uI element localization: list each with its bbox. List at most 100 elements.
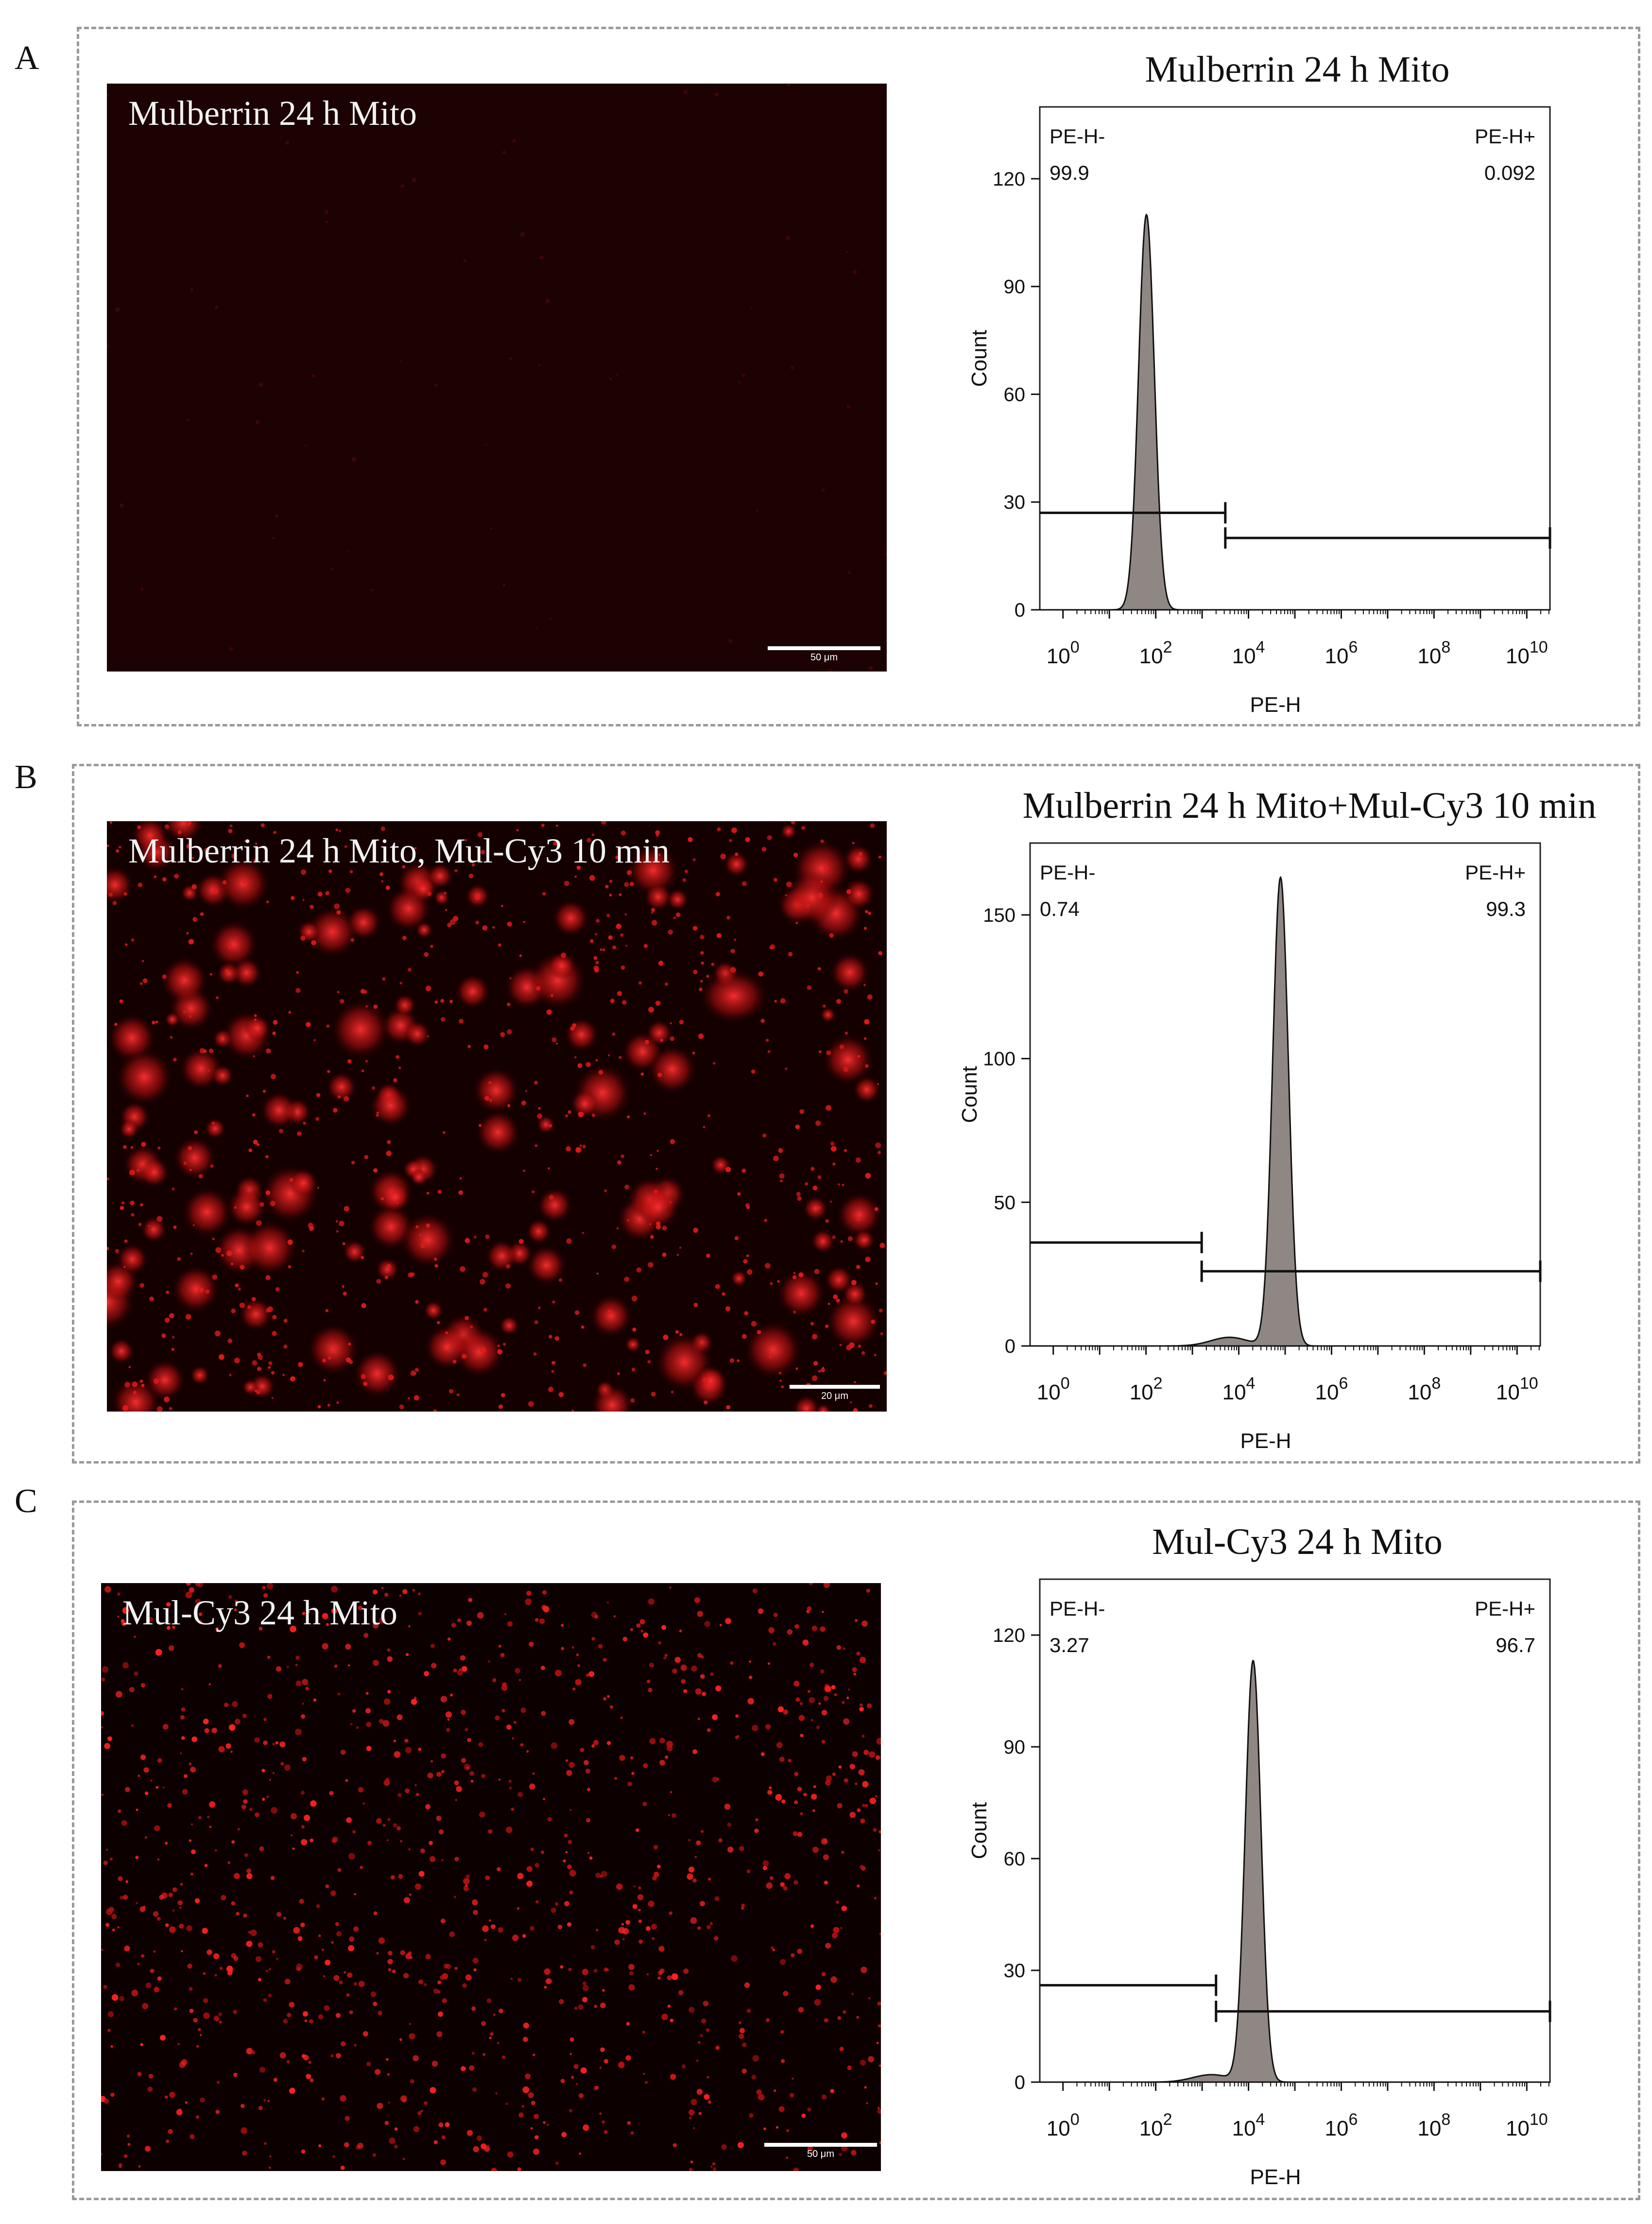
fluorescent-dot — [233, 2010, 238, 2014]
fluorescent-dot — [832, 1162, 836, 1166]
fluorescent-dot — [588, 1671, 595, 1677]
speck — [330, 568, 333, 571]
fluorescent-dot — [107, 1177, 109, 1181]
speck — [828, 669, 832, 672]
fluorescent-dot — [651, 1392, 656, 1396]
fluorescent-dot — [534, 1081, 538, 1085]
fluorescent-dot — [259, 1202, 264, 1207]
fluorescent-dot — [166, 2139, 170, 2143]
fluorescent-dot — [658, 961, 664, 966]
fluorescent-dot — [141, 1141, 146, 1147]
fluorescent-dot — [107, 1736, 112, 1741]
fluorescent-dot — [746, 1254, 749, 1258]
fluorescent-dot — [751, 1069, 756, 1074]
fluorescent-cluster — [565, 1017, 599, 1052]
fluorescent-dot — [540, 1850, 545, 1854]
fluorescent-dot — [279, 1741, 286, 1748]
fluorescent-cluster — [190, 1365, 209, 1385]
fluorescent-dot — [848, 1688, 850, 1691]
fluorescent-dot — [118, 1876, 123, 1881]
fluorescent-dot — [626, 2022, 630, 2026]
fluorescent-dot — [827, 1302, 830, 1305]
fluorescent-dot — [739, 2028, 745, 2034]
fluorescent-dot — [860, 1966, 867, 1973]
fluorescent-dot — [366, 1746, 372, 1751]
fluorescent-dot — [688, 2117, 692, 2120]
fluorescent-dot — [798, 1715, 805, 1721]
fluorescent-dot — [229, 824, 233, 828]
fluorescent-dot — [236, 1912, 240, 1916]
fluorescent-dot — [620, 965, 625, 970]
fluorescent-dot — [752, 1588, 757, 1594]
fluorescent-dot — [591, 833, 595, 836]
fluorescent-dot — [283, 1345, 288, 1349]
fluorescent-dot — [809, 1697, 815, 1704]
fluorescent-dot — [870, 823, 875, 828]
fluorescent-dot — [603, 2059, 608, 2064]
fluorescent-dot — [405, 1788, 410, 1793]
fluorescent-dot — [436, 1815, 442, 1821]
fluorescent-dot — [430, 1643, 435, 1648]
fluorescent-dot — [864, 1019, 870, 1025]
fluorescent-dot — [672, 1668, 677, 1674]
fluorescent-dot — [471, 863, 475, 867]
fluorescent-dot — [325, 891, 330, 896]
fluorescent-dot — [693, 1302, 698, 1308]
fluorescent-dot — [593, 1740, 599, 1745]
fluorescent-dot — [466, 1621, 472, 1626]
fluorescent-dot — [739, 1846, 744, 1851]
fluorescent-dot — [717, 827, 721, 831]
fluorescent-dot — [473, 2146, 479, 2153]
fluorescent-dot — [761, 846, 767, 852]
fluorescent-dot — [340, 2041, 346, 2047]
gate-negative-label: PE-H- — [1040, 861, 1095, 884]
fluorescent-dot — [385, 885, 390, 890]
fluorescent-dot — [878, 1309, 883, 1312]
fluorescent-dot — [480, 849, 485, 855]
fluorescent-dot — [212, 1237, 215, 1241]
fluorescent-dot — [302, 1612, 306, 1615]
fluorescent-dot — [865, 1804, 868, 1808]
fluorescent-dot — [289, 2001, 295, 2008]
fluorescent-dot — [694, 1856, 697, 1859]
fluorescent-dot — [198, 1287, 204, 1293]
fluorescent-dot — [271, 1396, 274, 1399]
fluorescent-dot — [344, 2116, 350, 2121]
fluorescent-dot — [568, 1967, 572, 1971]
fluorescent-dot — [523, 1169, 526, 1172]
fluorescent-cluster — [331, 1000, 390, 1059]
fluorescent-dot — [602, 948, 605, 951]
fluorescent-dot — [107, 1247, 109, 1251]
fluorescent-dot — [258, 1978, 261, 1982]
fluorescent-dot — [216, 2081, 220, 2084]
fluorescent-dot — [272, 1315, 277, 1320]
fluorescent-dot — [396, 1714, 403, 1721]
fluorescent-dot — [584, 1760, 589, 1765]
fluorescent-cluster — [141, 1216, 167, 1242]
fluorescent-dot — [707, 1728, 711, 1732]
fluorescent-dot — [387, 2073, 390, 2076]
fluorescent-dot — [212, 1274, 218, 1280]
fluorescent-dot — [688, 2109, 695, 2116]
fluorescent-dot — [638, 1939, 643, 1944]
fluorescent-dot — [275, 1666, 282, 1672]
fluorescent-dot — [560, 1965, 564, 1969]
fluorescent-dot — [248, 1148, 253, 1153]
fluorescent-dot — [643, 1763, 648, 1768]
fluorescent-dot — [767, 1050, 771, 1053]
fluorescent-dot — [821, 1972, 826, 1977]
fluorescent-dot — [117, 1615, 120, 1618]
fluorescent-dot — [155, 1020, 158, 1023]
fluorescent-dot — [617, 991, 622, 996]
fluorescent-dot — [446, 1728, 450, 1732]
fluorescent-dot — [339, 1221, 344, 1226]
fluorescent-dot — [739, 2034, 744, 2039]
fluorescent-dot — [780, 1179, 783, 1183]
fluorescent-cluster — [537, 1188, 572, 1223]
fluorescent-dot — [791, 821, 795, 825]
fluorescent-dot — [315, 1117, 320, 1121]
fluorescent-dot — [376, 1278, 381, 1284]
fluorescent-dot — [785, 1067, 788, 1070]
fluorescent-dot — [387, 1140, 391, 1144]
